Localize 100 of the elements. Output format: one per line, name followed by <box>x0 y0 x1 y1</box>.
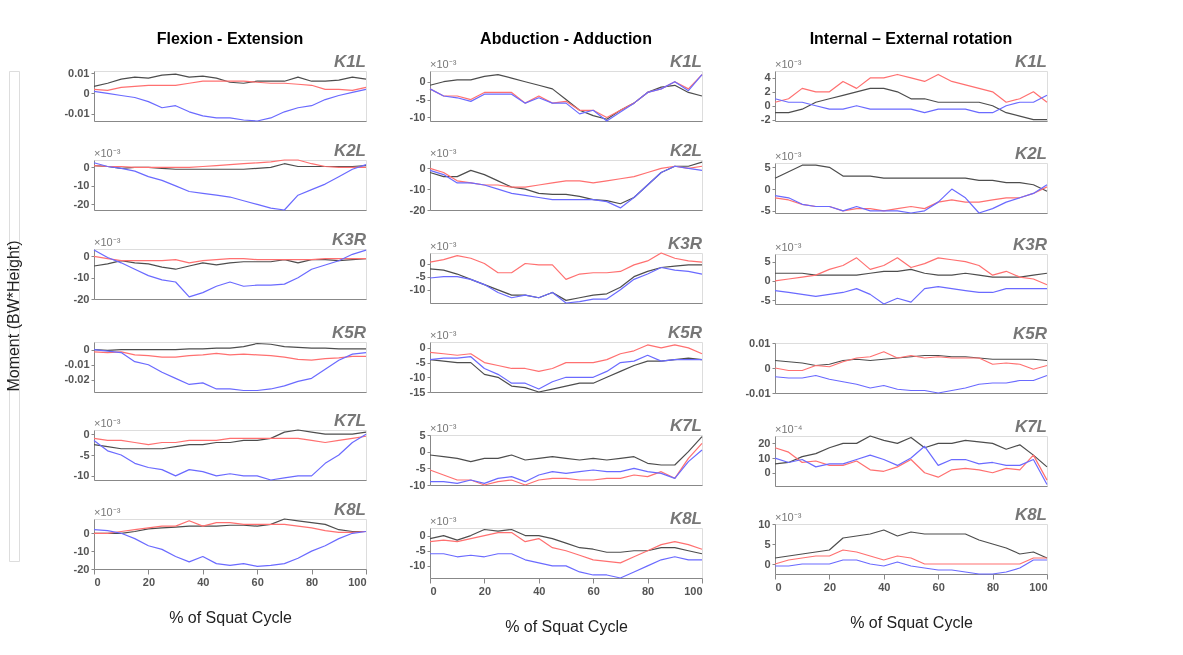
y-tick-label: -0.01 <box>64 107 90 120</box>
y-tick-label: -5 <box>760 204 771 217</box>
chart-title: K3R <box>667 234 703 253</box>
text: ×10⁻³ <box>94 506 121 518</box>
x-tick-label: 80 <box>305 575 319 588</box>
text: ×10⁻³ <box>775 241 802 253</box>
line-series <box>93 433 367 481</box>
chart-title: K5R <box>667 323 703 342</box>
line-series <box>774 435 1048 468</box>
chart-title: Abduction - Adduction <box>480 30 652 47</box>
line-series <box>774 164 1048 192</box>
y-tick-label: 0 <box>83 86 90 99</box>
y-tick-label: 4 <box>764 71 772 84</box>
x-tick-label: 20 <box>823 580 837 593</box>
y-tick-label: 0 <box>83 526 90 539</box>
y-tick-label: 0 <box>419 161 426 174</box>
chart-title: K3R <box>331 230 367 249</box>
x-axis-title: % of Squat Cycle <box>505 617 628 635</box>
x-tick-label: 80 <box>641 584 655 597</box>
x-tick-label: 0 <box>775 580 782 593</box>
chart-subtitle: K1L <box>333 52 366 71</box>
y-tick-label: 10 <box>758 451 771 464</box>
line-series <box>93 351 367 361</box>
chart-title: K3R <box>1012 235 1048 254</box>
y-tick-label: 0 <box>764 361 771 374</box>
chart-subtitle: K1L <box>669 52 702 71</box>
line-series <box>429 252 703 280</box>
line-series <box>93 159 367 169</box>
y-tick-label: -0.01 <box>745 386 771 399</box>
y-tick-label: -10 <box>409 478 426 491</box>
y-tick-label: 0 <box>419 529 426 542</box>
y-tick-label: 0 <box>83 343 90 356</box>
text: ×10⁻³ <box>430 147 457 159</box>
y-tick-label: -10 <box>73 271 90 284</box>
line-series <box>429 531 703 564</box>
y-tick-label: -10 <box>409 283 426 296</box>
x-tick-label: 40 <box>878 580 891 593</box>
y-tick-label: -20 <box>73 197 90 210</box>
y-tick-label: -5 <box>760 293 771 306</box>
text: ×10⁻³ <box>94 417 121 429</box>
chart-title: K7L <box>1014 417 1047 436</box>
x-tick-label: 60 <box>587 584 600 597</box>
line-series <box>774 73 1048 103</box>
line-series <box>93 249 367 298</box>
y-tick-label: 2 <box>764 85 771 98</box>
text: ×10⁻³ <box>94 236 121 248</box>
line-series <box>429 344 703 373</box>
text: ×10⁻³ <box>775 150 802 162</box>
x-tick-label: 0 <box>94 575 101 588</box>
text: ×10⁻⁴ <box>775 423 803 435</box>
line-series <box>93 435 367 446</box>
line-series <box>774 94 1048 114</box>
y-tick-label: -2 <box>760 113 771 126</box>
y-tick-label: 0 <box>419 445 426 458</box>
y-tick-label: -0.01 <box>64 358 90 371</box>
line-series <box>429 528 703 555</box>
y-tick-label: 0 <box>764 274 771 287</box>
y-tick-label: 5 <box>764 537 771 550</box>
y-tick-label: -20 <box>409 203 426 216</box>
y-tick-label: 0 <box>764 557 771 570</box>
chart-title: K5R <box>331 323 367 342</box>
y-tick-label: -20 <box>73 562 90 575</box>
line-series <box>93 255 367 264</box>
y-tick-label: -5 <box>415 356 426 369</box>
chart-title: Flexion - Extension <box>156 30 304 47</box>
y-tick-label: -5 <box>415 544 426 557</box>
y-tick-label: 20 <box>758 436 771 449</box>
x-axis-title: % of Squat Cycle <box>169 608 292 626</box>
text: ×10⁻³ <box>430 515 457 527</box>
text: ×10⁻³ <box>94 147 121 159</box>
y-tick-label: 0 <box>419 341 426 354</box>
text: ×10⁻³ <box>430 58 457 70</box>
y-tick-label: -0.02 <box>64 373 90 386</box>
x-tick-label: 60 <box>932 580 945 593</box>
line-series <box>774 268 1048 278</box>
x-tick-label: 40 <box>533 584 546 597</box>
y-tick-label: 0.01 <box>68 66 90 79</box>
line-series <box>774 529 1048 559</box>
chart-title: K8L <box>669 509 702 528</box>
chart-title: K7L <box>669 416 702 435</box>
y-tick-label: -5 <box>79 448 90 461</box>
y-tick-label: 5 <box>419 428 426 441</box>
y-tick-label: 0 <box>764 99 771 112</box>
x-tick-label: 100 <box>1029 580 1048 593</box>
y-tick-label: -10 <box>409 182 426 195</box>
x-tick-label: 60 <box>251 575 264 588</box>
y-tick-label: -5 <box>415 461 426 474</box>
text: ×10⁻³ <box>430 329 457 341</box>
text: ×10⁻³ <box>430 240 457 252</box>
text: ×10⁻³ <box>775 58 802 70</box>
line-series <box>774 351 1048 372</box>
x-tick-label: 20 <box>142 575 156 588</box>
line-series <box>93 429 367 450</box>
chart-title: K5R <box>1012 324 1048 343</box>
x-tick-label: 40 <box>197 575 210 588</box>
y-tick-label: 0 <box>83 160 90 173</box>
line-series <box>93 73 367 87</box>
y-tick-label: -10 <box>409 110 426 123</box>
y-tick-label: -15 <box>409 385 426 398</box>
y-tick-label: -20 <box>73 292 90 305</box>
